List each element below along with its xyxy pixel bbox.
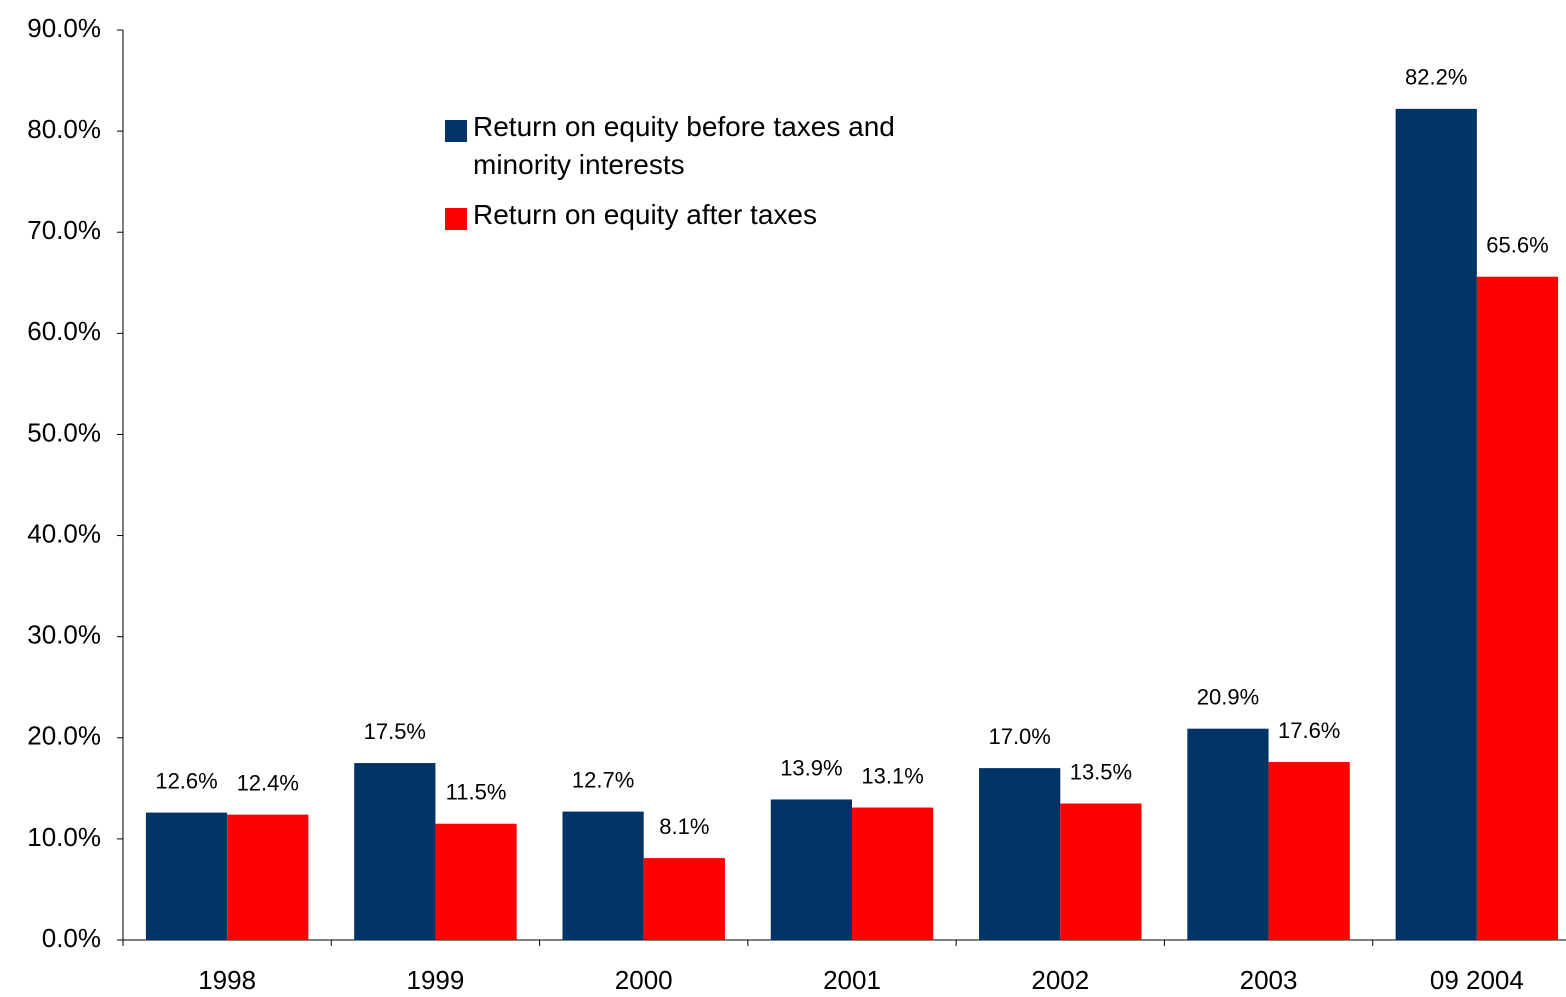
x-tick-label: 2003 (1240, 965, 1298, 995)
x-tick-label: 09 2004 (1430, 965, 1524, 995)
bar (562, 811, 644, 940)
data-label: 13.1% (861, 763, 923, 788)
y-tick-label: 10.0% (27, 822, 101, 852)
bar (1060, 803, 1142, 940)
y-tick-label: 90.0% (27, 13, 101, 43)
bar (979, 768, 1061, 940)
bar (770, 799, 852, 940)
data-label: 11.5% (446, 780, 507, 805)
data-label: 65.6% (1486, 233, 1548, 258)
y-tick-label: 80.0% (27, 114, 101, 144)
y-tick-label: 50.0% (27, 417, 101, 447)
y-tick-label: 30.0% (27, 620, 101, 650)
bar (643, 858, 725, 940)
y-tick-label: 0.0% (42, 923, 101, 953)
x-tick-label: 2000 (615, 965, 673, 995)
bar (1187, 728, 1269, 940)
y-tick-label: 60.0% (27, 316, 101, 346)
bar (1476, 276, 1559, 940)
x-tick-label: 2002 (1031, 965, 1089, 995)
legend-swatch (445, 120, 467, 142)
data-label: 12.7% (572, 767, 634, 792)
data-label: 13.5% (1070, 759, 1132, 784)
x-tick-label: 1999 (407, 965, 465, 995)
data-label: 12.4% (237, 770, 299, 795)
data-label: 8.1% (659, 814, 709, 839)
x-tick-label: 2001 (823, 965, 881, 995)
bar (227, 814, 309, 940)
bar (852, 807, 934, 940)
data-label: 17.0% (988, 724, 1050, 749)
legend-item: Return on equity before taxes and minori… (445, 108, 935, 184)
bar (354, 763, 436, 940)
data-label: 12.6% (155, 768, 217, 793)
data-label: 20.9% (1197, 684, 1259, 709)
bar (1395, 108, 1477, 940)
bar (1268, 762, 1350, 940)
y-tick-label: 20.0% (27, 721, 101, 751)
legend-swatch (445, 208, 467, 230)
y-tick-label: 70.0% (27, 215, 101, 245)
legend: Return on equity before taxes and minori… (445, 108, 935, 246)
bar (145, 812, 228, 940)
legend-label: Return on equity after taxes (473, 199, 817, 230)
x-tick-label: 1998 (198, 965, 256, 995)
legend-item: Return on equity after taxes (445, 196, 935, 234)
bar (435, 823, 517, 940)
data-label: 82.2% (1405, 65, 1467, 90)
data-label: 13.9% (780, 755, 842, 780)
data-label: 17.5% (364, 719, 426, 744)
data-label: 17.6% (1278, 718, 1340, 743)
legend-label: Return on equity before taxes and minori… (473, 111, 895, 180)
y-tick-label: 40.0% (27, 518, 101, 548)
